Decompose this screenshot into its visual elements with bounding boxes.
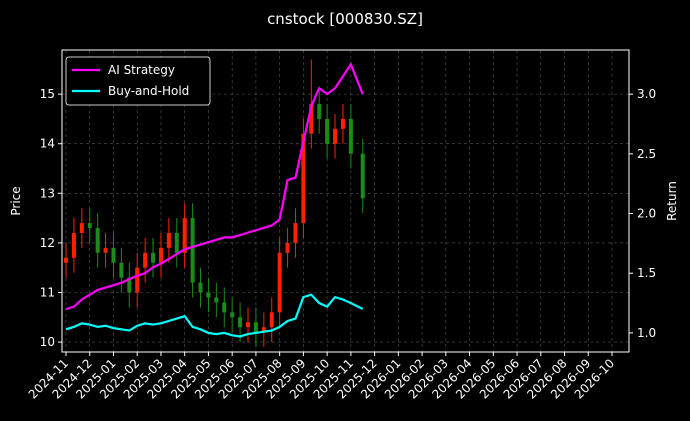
plot-frame [61, 49, 630, 353]
candle-body [348, 118, 353, 154]
y2-axis-label: Return [665, 181, 679, 221]
candle-body [151, 252, 156, 263]
y-tick-label: 13 [40, 186, 55, 200]
candle-body [309, 104, 314, 134]
line-series [65, 293, 364, 338]
chart-title: cnstock [000830.SZ] [267, 10, 423, 28]
y-tick-label: 11 [40, 285, 55, 299]
y2-tick-label: 2.5 [637, 147, 656, 161]
candle-body [277, 252, 282, 313]
candle-body [111, 247, 116, 263]
candle-body [222, 302, 227, 313]
y2-tick-label: 2.0 [637, 207, 656, 221]
candle-body [174, 232, 179, 253]
candle-body [190, 218, 195, 283]
candle-body [340, 118, 345, 129]
candle-body [230, 312, 235, 318]
candle-body [71, 232, 76, 258]
candle-body [95, 228, 100, 253]
candle-body [261, 327, 266, 333]
candle-body [166, 232, 171, 248]
legend-label: Buy-and-Hold [108, 84, 189, 98]
line-series [65, 61, 364, 311]
candle-body [269, 312, 274, 328]
y-tick-label: 12 [40, 236, 55, 250]
y2-tick-label: 1.0 [637, 326, 656, 340]
candle-body [301, 133, 306, 224]
candle-body [360, 153, 365, 199]
candle-body [317, 104, 322, 119]
candle-body [79, 223, 84, 233]
candle-body [325, 118, 330, 144]
candle-body [238, 317, 243, 328]
y-tick-label: 14 [40, 137, 55, 151]
y-tick-label: 10 [40, 335, 55, 349]
candle-body [214, 297, 219, 303]
candle-body [253, 322, 258, 333]
legend-box [65, 56, 211, 106]
legend-label: AI Strategy [108, 63, 175, 77]
candle-body [87, 223, 92, 229]
candle-body [182, 218, 187, 253]
y2-tick-label: 1.5 [637, 266, 656, 280]
y2-tick-label: 3.0 [637, 87, 656, 101]
candle-body [64, 257, 68, 263]
candle-body [143, 252, 148, 268]
candle-body [127, 277, 132, 293]
y-axis-label: Price [9, 186, 23, 215]
candle-body [119, 262, 124, 278]
candle-body [333, 128, 338, 144]
candle-body [206, 292, 211, 298]
candle-body [198, 282, 203, 293]
candle-body [246, 322, 250, 328]
candle-body [293, 223, 298, 243]
candle-body [158, 247, 163, 263]
candle-body [285, 242, 290, 253]
candle-body [135, 267, 140, 293]
y-tick-label: 15 [40, 87, 55, 101]
candle-body [103, 247, 108, 253]
